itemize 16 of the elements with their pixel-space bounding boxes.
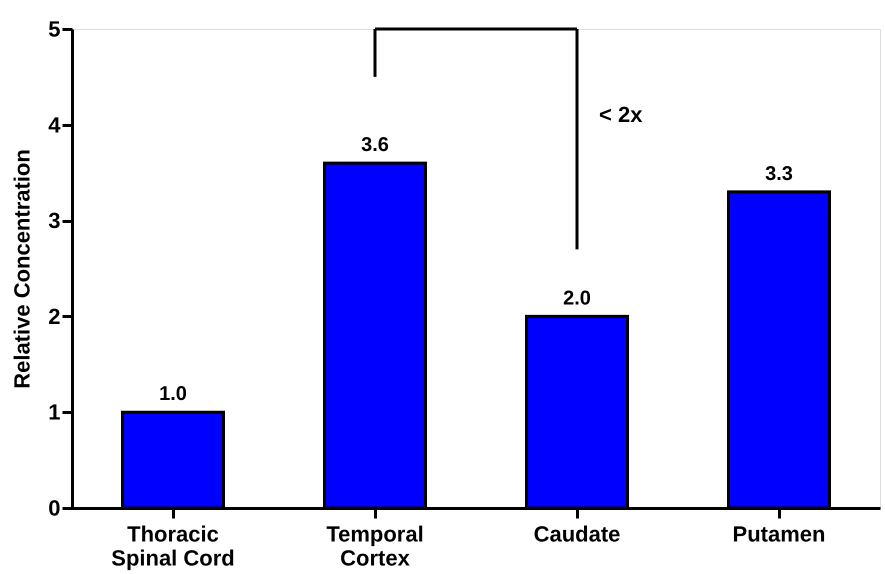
x-tick-label: Temporal Cortex [326, 522, 424, 570]
x-tick-label: Thoracic Spinal Cord [111, 522, 235, 570]
data-label: 3.6 [361, 134, 389, 156]
y-tick-label: 1 [48, 400, 60, 425]
data-label: 3.3 [765, 162, 793, 185]
y-tick-label: 3 [48, 208, 60, 234]
data-label: 2.0 [563, 287, 591, 310]
x-tick-label: Putamen [732, 522, 826, 546]
annotation: < 2x [599, 102, 644, 128]
y-tick-label: 2 [48, 304, 60, 329]
y-tick-label: 5 [48, 16, 60, 42]
y-tick-label: 4 [48, 112, 62, 138]
y-tick-label: 0 [48, 496, 60, 520]
y-axis-title: Relative Concentration [9, 149, 34, 389]
x-tick-label: Caudate [534, 522, 620, 546]
data-label: 1.0 [159, 383, 187, 406]
